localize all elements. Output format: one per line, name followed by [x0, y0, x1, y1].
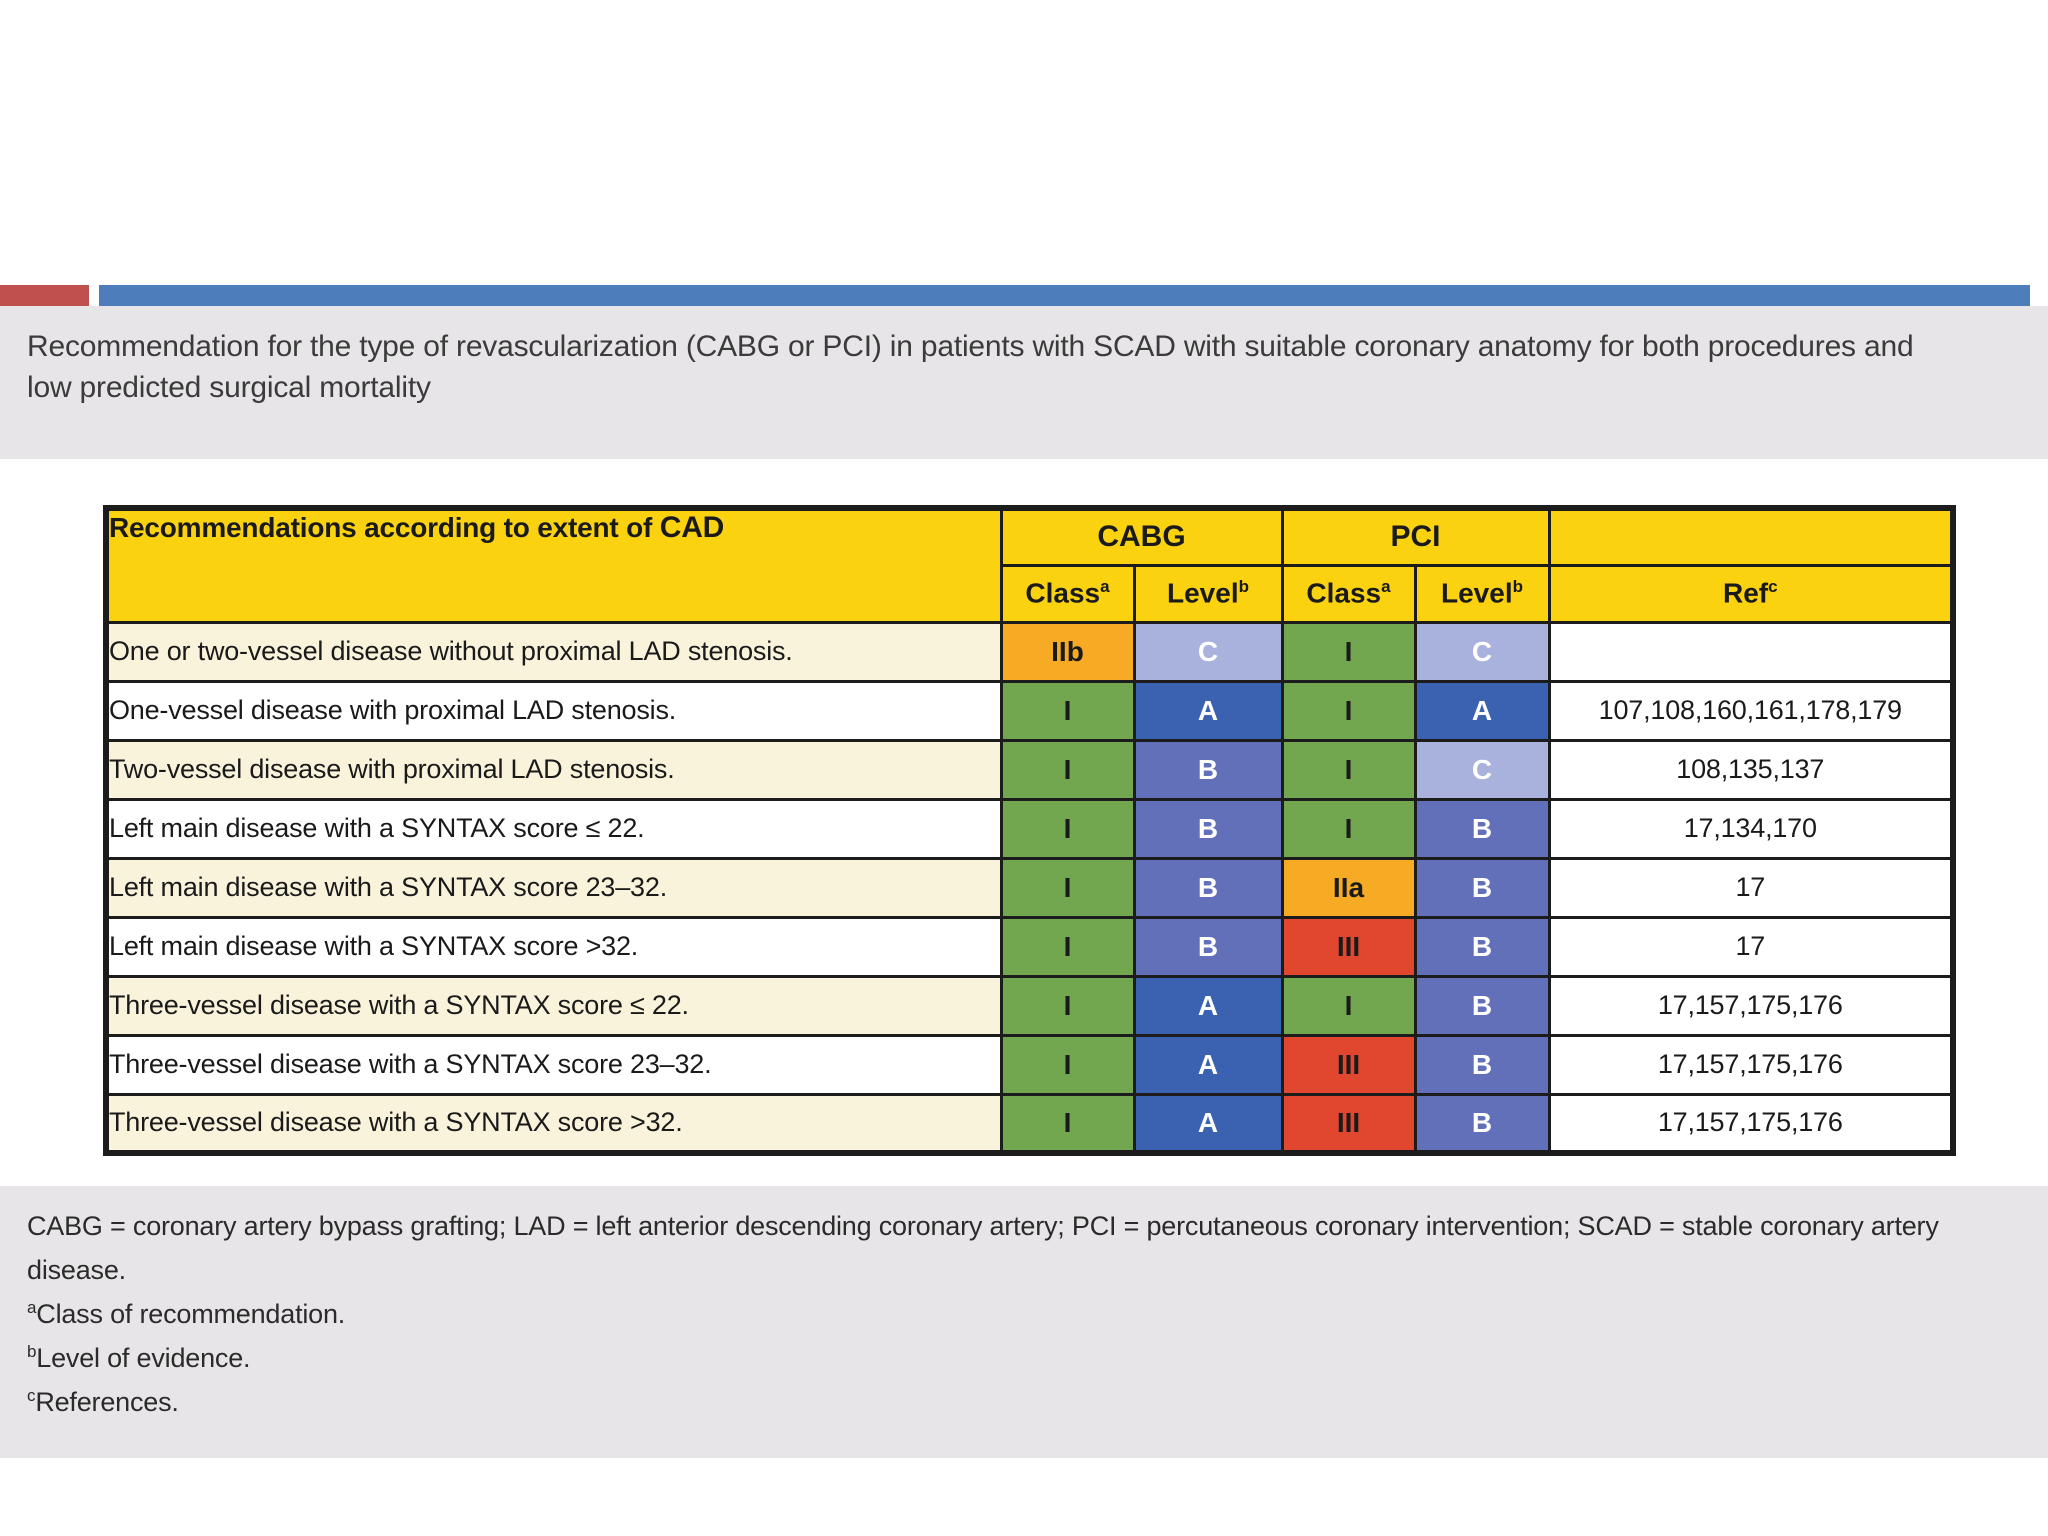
table-row: Three-vessel disease with a SYNTAX score… [104, 974, 1955, 1037]
cabg-level-cell: A [1132, 1092, 1284, 1155]
table-row: Three-vessel disease with a SYNTAX score… [104, 1033, 1955, 1096]
pci-class-cell: I [1280, 620, 1417, 683]
table-header: Recommendations according to extent of C… [104, 506, 1955, 624]
corner-header-text: Recommendations according to extent of [109, 512, 660, 543]
cabg-class-cell: I [999, 856, 1136, 919]
cabg-class-cell: I [999, 738, 1136, 801]
pci-level-cell: C [1413, 738, 1551, 801]
pci-class-cell: I [1280, 974, 1417, 1037]
cabg-level-cell: B [1132, 856, 1284, 919]
cabg-level-cell: A [1132, 974, 1284, 1037]
pci-class-cell: I [1280, 679, 1417, 742]
table-row: Left main disease with a SYNTAX score 23… [104, 856, 1955, 919]
footnotes: CABG = coronary artery bypass grafting; … [27, 1204, 1977, 1424]
pci-level-cell: B [1413, 797, 1551, 860]
pci-class-cell: III [1280, 1033, 1417, 1096]
cabg-level-cell: B [1132, 915, 1284, 978]
subheader-pci-level: Levelb [1413, 563, 1551, 624]
pci-level-cell: C [1413, 620, 1551, 683]
row-label: Three-vessel disease with a SYNTAX score… [104, 1033, 1003, 1096]
footnote-abbreviations: CABG = coronary artery bypass grafting; … [27, 1211, 1939, 1285]
row-label: Left main disease with a SYNTAX score >3… [104, 915, 1003, 978]
footnote-references: cReferences. [27, 1386, 179, 1417]
pci-class-cell: IIa [1280, 856, 1417, 919]
footnote-class: aClass of recommendation. [27, 1298, 346, 1329]
cabg-class-cell: I [999, 797, 1136, 860]
pci-class-cell: I [1280, 797, 1417, 860]
group-header-cabg: CABG [999, 506, 1284, 567]
title-band: Recommendation for the type of revascula… [0, 306, 2048, 459]
pci-level-cell: B [1413, 1033, 1551, 1096]
table-row: Two-vessel disease with proximal LAD ste… [104, 738, 1955, 801]
footnote-band: CABG = coronary artery bypass grafting; … [0, 1186, 2048, 1458]
group-header-pci: PCI [1280, 506, 1551, 567]
footnote-level: bLevel of evidence. [27, 1342, 251, 1373]
group-header-row: Recommendations according to extent of C… [104, 506, 1955, 624]
subheader-cabg-level: Levelb [1132, 563, 1284, 624]
pci-class-cell: III [1280, 1092, 1417, 1155]
pci-level-cell: B [1413, 856, 1551, 919]
table-body: One or two-vessel disease without proxim… [104, 620, 1955, 1155]
cabg-class-cell: IIb [999, 620, 1136, 683]
table-row: Three-vessel disease with a SYNTAX score… [104, 1092, 1955, 1155]
pci-level-cell: B [1413, 915, 1551, 978]
ref-cell: 17 [1547, 915, 1955, 978]
ref-cell: 17,157,175,176 [1547, 1033, 1955, 1096]
ref-cell: 17,157,175,176 [1547, 1092, 1955, 1155]
subheader-cabg-class: Classa [999, 563, 1136, 624]
cabg-level-cell: B [1132, 738, 1284, 801]
cabg-level-cell: A [1132, 679, 1284, 742]
subheader-pci-class: Classa [1280, 563, 1417, 624]
ref-header-spacer [1547, 506, 1955, 567]
pci-class-cell: III [1280, 915, 1417, 978]
row-label: Left main disease with a SYNTAX score 23… [104, 856, 1003, 919]
row-label: Three-vessel disease with a SYNTAX score… [104, 1092, 1003, 1155]
pci-level-cell: B [1413, 1092, 1551, 1155]
row-label: One-vessel disease with proximal LAD ste… [104, 679, 1003, 742]
ref-cell: 108,135,137 [1547, 738, 1955, 801]
cabg-class-cell: I [999, 915, 1136, 978]
page-title: Recommendation for the type of revascula… [27, 330, 1914, 404]
table-row: One-vessel disease with proximal LAD ste… [104, 679, 1955, 742]
corner-header: Recommendations according to extent of C… [104, 506, 1003, 624]
pci-level-cell: A [1413, 679, 1551, 742]
table-row: One or two-vessel disease without proxim… [104, 620, 1955, 683]
row-label: One or two-vessel disease without proxim… [104, 620, 1003, 683]
cabg-class-cell: I [999, 1033, 1136, 1096]
row-label: Three-vessel disease with a SYNTAX score… [104, 974, 1003, 1037]
table-row: Left main disease with a SYNTAX score ≤ … [104, 797, 1955, 860]
pci-class-cell: I [1280, 738, 1417, 801]
sub-header-row: Classa Levelb Classa Levelb Refc [106, 563, 1955, 624]
cabg-level-cell: B [1132, 797, 1284, 860]
pci-level-cell: B [1413, 974, 1551, 1037]
ref-cell: 17 [1547, 856, 1955, 919]
ref-cell: 17,134,170 [1547, 797, 1955, 860]
cabg-level-cell: A [1132, 1033, 1284, 1096]
cabg-class-cell: I [999, 974, 1136, 1037]
table-row: Left main disease with a SYNTAX score >3… [104, 915, 1955, 978]
ref-cell: 17,157,175,176 [1547, 974, 1955, 1037]
ref-cell: 107,108,160,161,178,179 [1547, 679, 1955, 742]
accent-bar-red [0, 285, 89, 306]
cabg-class-cell: I [999, 679, 1136, 742]
row-label: Left main disease with a SYNTAX score ≤ … [104, 797, 1003, 860]
corner-header-strong: CAD [659, 511, 725, 544]
ref-cell [1547, 620, 1955, 683]
recommendations-table: Recommendations according to extent of C… [103, 505, 1957, 1156]
row-label: Two-vessel disease with proximal LAD ste… [104, 738, 1003, 801]
accent-bar-blue [99, 285, 2030, 306]
subheader-ref: Refc [1547, 563, 1955, 624]
cabg-level-cell: C [1132, 620, 1284, 683]
cabg-class-cell: I [999, 1092, 1136, 1155]
